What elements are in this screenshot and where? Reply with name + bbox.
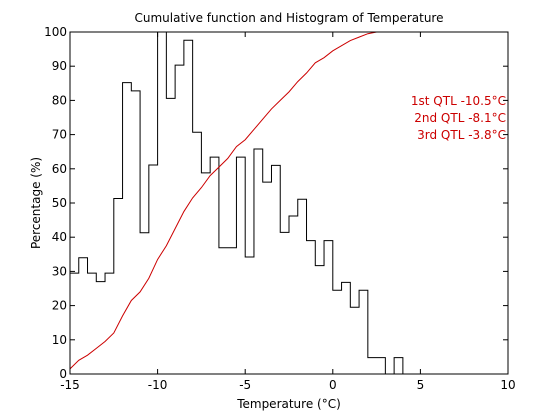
histogram-bin: [201, 173, 210, 374]
y-tick-label: 100: [44, 25, 67, 39]
histogram-bin: [377, 358, 386, 374]
histogram-bin: [158, 32, 167, 374]
y-tick-label: 0: [59, 367, 67, 381]
cumulative-layer: [69, 31, 509, 370]
histogram-bin: [123, 83, 132, 374]
y-tick-label: 70: [52, 128, 67, 142]
histogram-bin: [333, 290, 342, 374]
histogram-bin: [315, 266, 324, 374]
x-tick-label: 0: [329, 378, 337, 392]
histogram-bin: [245, 257, 254, 374]
histogram-bin: [271, 165, 280, 374]
y-tick-label: 80: [52, 93, 67, 107]
histogram-bin: [342, 282, 351, 374]
histogram-bin: [96, 282, 105, 374]
ticks-layer: [69, 31, 509, 375]
histogram-bin: [105, 273, 114, 374]
x-tick-label: -10: [148, 378, 168, 392]
histogram-bin: [219, 248, 228, 374]
histogram-bin: [70, 273, 79, 374]
y-tick-label: 30: [52, 264, 67, 278]
histogram-bin: [368, 358, 377, 374]
histogram-bin: [236, 157, 245, 374]
histogram-stairs: [70, 31, 412, 375]
y-axis-label: Percentage (%): [29, 157, 43, 249]
histogram-bin: [280, 232, 289, 374]
x-tick-labels: -15 -10 -5 0 5 10: [60, 378, 515, 392]
histogram-bin: [184, 40, 193, 374]
x-tick-label: 5: [417, 378, 425, 392]
chart-title: Cumulative function and Histogram of Tem…: [135, 11, 444, 25]
y-tick-label: 50: [52, 196, 67, 210]
histogram-bin: [210, 157, 219, 374]
x-tick-label: 10: [500, 378, 515, 392]
annotation-q1: 1st QTL -10.5°C: [411, 94, 506, 108]
histogram-bin: [228, 248, 237, 374]
plot-area: [69, 31, 509, 375]
histogram-layer: [70, 31, 412, 375]
histogram-bin: [140, 233, 149, 374]
plot-background: [70, 32, 508, 374]
annotation-q3: 3rd QTL -3.8°C: [417, 128, 506, 142]
y-tick-label: 90: [52, 59, 67, 73]
histogram-bin: [193, 132, 202, 374]
x-axis-label: Temperature (°C): [236, 397, 341, 411]
histogram-bin: [394, 358, 403, 374]
histogram-bin: [307, 241, 316, 374]
histogram-bin: [298, 199, 307, 374]
histogram-bin: [350, 307, 359, 374]
histogram-bin: [324, 241, 333, 374]
histogram-bin: [88, 273, 97, 374]
y-tick-labels: 0 10 20 30 40 50 60 70 80 90 100: [44, 25, 67, 381]
histogram-bin: [79, 258, 88, 374]
histogram-bin: [289, 216, 298, 374]
y-tick-label: 20: [52, 299, 67, 313]
x-tick-label: -5: [239, 378, 251, 392]
histogram-bin: [254, 149, 263, 374]
y-tick-label: 10: [52, 333, 67, 347]
histogram-bin: [359, 290, 368, 374]
histogram-bin: [131, 91, 140, 374]
annotation-q2: 2nd QTL -8.1°C: [414, 111, 506, 125]
histogram-bin: [114, 199, 123, 374]
y-tick-label: 60: [52, 162, 67, 176]
quantile-annotations: 1st QTL -10.5°C 2nd QTL -8.1°C 3rd QTL -…: [411, 94, 506, 142]
histogram-bin: [263, 182, 272, 374]
x-tick-label: -15: [60, 378, 80, 392]
y-tick-label: 40: [52, 230, 67, 244]
